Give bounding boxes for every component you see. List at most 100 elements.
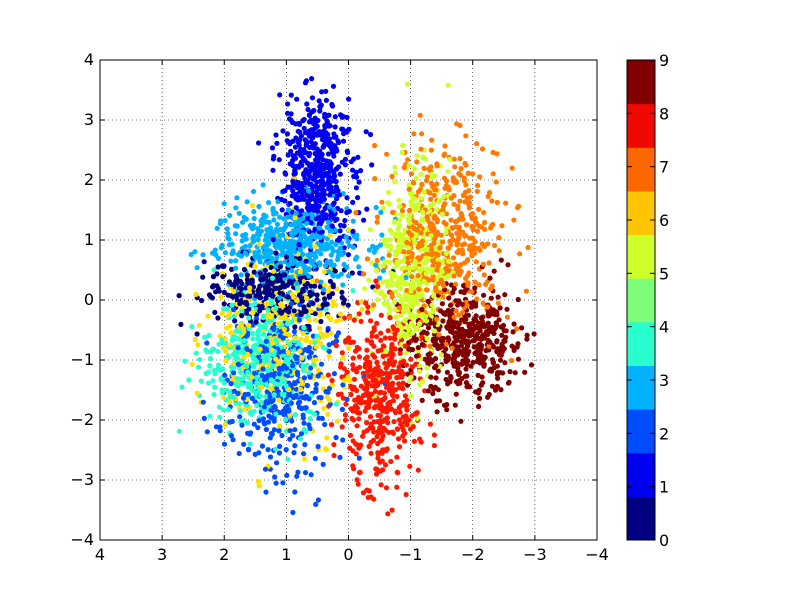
scatter-point-class-7: [401, 164, 407, 171]
scatter-point-class-5: [407, 212, 413, 218]
scatter-point-class-7: [406, 186, 412, 192]
scatter-point-class-1: [285, 110, 291, 116]
scatter-point-class-1: [301, 116, 307, 123]
scatter-point-class-5: [413, 175, 419, 181]
scatter-point-class-5: [438, 352, 444, 358]
scatter-point-class-0: [306, 327, 312, 333]
scatter-point-class-1: [334, 196, 340, 202]
scatter-point-class-1: [306, 207, 312, 213]
scatter-point-class-5: [436, 199, 442, 205]
scatter-point-class-5: [445, 168, 451, 174]
scatter-point-class-5: [392, 170, 398, 176]
scatter-point-class-8: [391, 419, 397, 425]
scatter-point-class-1: [320, 187, 326, 193]
scatter-point-class-2: [288, 382, 294, 388]
scatter-point-class-2: [288, 400, 294, 406]
scatter-point-class-0: [226, 279, 233, 285]
scatter-point-class-3: [330, 248, 336, 254]
scatter-point-class-3: [314, 248, 320, 254]
scatter-point-class-1: [344, 195, 350, 201]
scatter-point-class-0: [229, 266, 235, 272]
scatter-point-class-6: [300, 330, 306, 337]
scatter-point-class-7: [374, 257, 380, 264]
scatter-point-class-1: [291, 171, 297, 177]
scatter-point-class-2: [252, 370, 258, 376]
scatter-point-class-7: [416, 286, 422, 292]
scatter-point-class-1: [291, 154, 297, 160]
scatter-point-class-0: [308, 283, 314, 289]
scatter-point-class-1: [345, 252, 351, 258]
scatter-point-class-5: [421, 278, 427, 284]
scatter-point-class-7: [489, 198, 495, 204]
scatter-point-class-3: [301, 264, 307, 270]
scatter-point-class-8: [353, 348, 359, 354]
scatter-point-class-8: [360, 370, 366, 376]
scatter-point-class-9: [452, 402, 458, 408]
scatter-point-class-1: [331, 153, 337, 159]
scatter-point-class-7: [396, 305, 403, 311]
scatter-point-class-8: [369, 391, 375, 397]
scatter-point-class-4: [202, 334, 208, 340]
scatter-point-class-1: [302, 137, 308, 143]
scatter-point-class-7: [415, 255, 421, 261]
scatter-point-class-7: [463, 233, 469, 239]
scatter-point-class-7: [443, 183, 449, 189]
scatter-point-class-1: [326, 175, 332, 181]
scatter-point-class-8: [387, 315, 393, 321]
scatter-point-class-1: [301, 172, 307, 178]
scatter-point-class-2: [245, 391, 251, 397]
scatter-point-class-0: [251, 269, 257, 275]
scatter-point-class-5: [406, 216, 412, 222]
scatter-point-class-0: [345, 302, 351, 308]
scatter-point-class-8: [364, 347, 370, 353]
scatter-point-class-5: [445, 258, 452, 264]
scatter-point-class-8: [347, 432, 354, 438]
scatter-point-class-8: [354, 423, 360, 429]
scatter-point-class-0: [239, 313, 245, 319]
scatter-point-class-4: [251, 356, 257, 362]
scatter-point-class-9: [509, 343, 515, 349]
scatter-point-class-5: [418, 171, 424, 177]
scatter-point-class-4: [197, 356, 203, 363]
scatter-point-class-5: [439, 259, 446, 265]
colorbar-segment: [627, 60, 655, 105]
scatter-point-class-4: [273, 411, 279, 417]
scatter-point-class-6: [333, 318, 339, 324]
scatter-point-class-1: [353, 185, 359, 191]
scatter-point-class-8: [360, 433, 366, 439]
scatter-point-class-0: [298, 294, 304, 301]
y-tick-label: −2: [70, 410, 94, 429]
scatter-point-class-3: [240, 232, 246, 239]
scatter-point-class-3: [292, 230, 298, 236]
scatter-point-class-8: [400, 380, 406, 386]
scatter-point-class-0: [216, 288, 222, 294]
scatter-point-class-7: [442, 151, 448, 157]
scatter-point-class-7: [472, 239, 478, 245]
scatter-point-class-2: [267, 454, 274, 460]
scatter-point-class-7: [479, 241, 485, 247]
scatter-point-class-7: [379, 199, 385, 205]
scatter-point-class-1: [328, 188, 334, 195]
scatter-point-class-7: [476, 282, 482, 288]
scatter-point-class-8: [351, 384, 357, 390]
scatter-point-class-7: [488, 286, 494, 292]
scatter-point-class-7: [463, 275, 469, 281]
scatter-point-class-4: [211, 267, 217, 273]
scatter-point-class-8: [389, 389, 395, 395]
scatter-point-class-1: [305, 193, 311, 199]
scatter-point-class-2: [300, 394, 306, 400]
scatter-point-class-8: [380, 370, 386, 377]
scatter-point-class-7: [372, 142, 378, 149]
scatter-point-class-4: [179, 384, 185, 390]
scatter-point-class-1: [270, 167, 276, 173]
scatter-point-class-2: [200, 399, 206, 405]
axis-ticks: [99, 59, 598, 541]
scatter-point-class-1: [332, 114, 338, 120]
scatter-point-class-3: [229, 251, 235, 257]
scatter-point-class-8: [403, 491, 409, 498]
scatter-point-class-2: [333, 434, 339, 441]
scatter-point-class-9: [490, 311, 497, 317]
scatter-point-class-6: [304, 335, 310, 341]
scatter-point-class-3: [346, 243, 352, 249]
scatter-point-class-4: [219, 390, 225, 396]
